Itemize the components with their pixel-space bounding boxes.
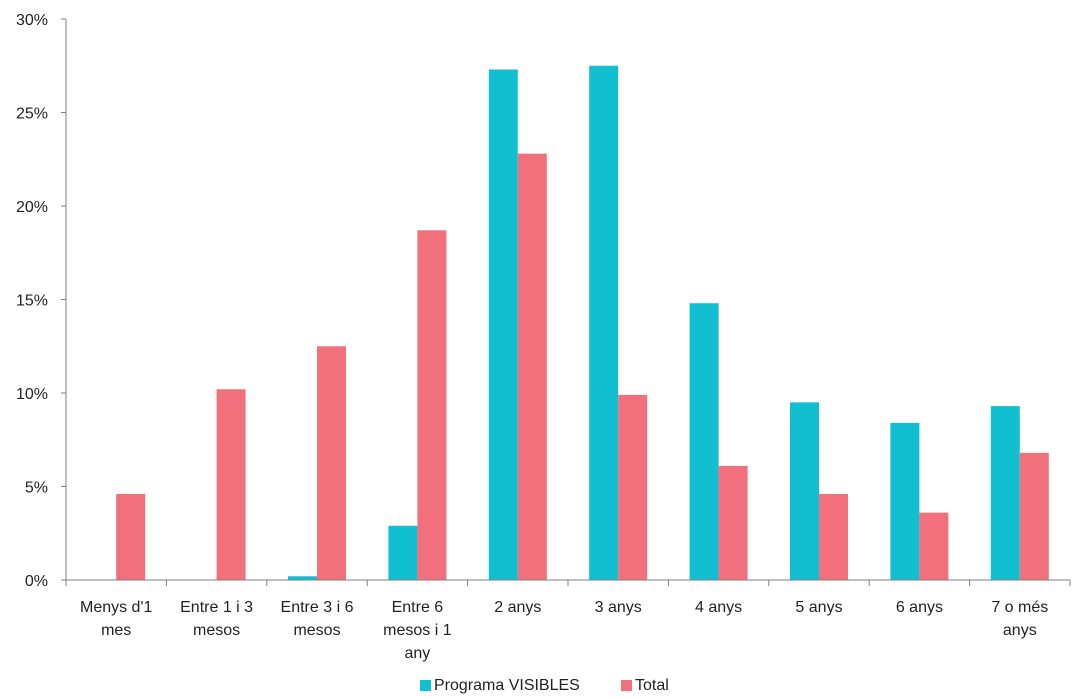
bar-visibles [890,422,920,580]
y-tick-label: 30% [16,12,48,29]
bar-visibles [990,406,1020,580]
bar-total [317,346,346,580]
legend-swatch-total [621,680,632,691]
x-tick-label: 5 anys [795,599,842,616]
bar-total [517,153,547,580]
y-tick-label: 20% [16,199,48,216]
x-tick-label: Entre 6 mesos i 1 any [383,599,452,662]
y-tick-label: 25% [16,106,48,123]
y-tick-label: 5% [25,480,48,497]
y-axis: 0% 5% 10% 15% 20% 25% 30% [16,12,67,590]
y-tick-label: 10% [16,386,48,403]
bar-total [718,465,748,580]
bar-total [618,394,648,580]
bar-visibles [689,303,719,580]
bar-total [819,493,848,580]
legend: Programa VISIBLES Total [420,677,669,694]
bar-visibles [790,402,819,580]
y-tick-label: 15% [16,293,48,310]
bar-visibles [589,65,619,580]
x-tick-label: 6 anys [896,599,943,616]
bar-visibles [288,576,317,580]
bar-total [216,389,246,580]
x-tick-label: Entre 1 i 3 mesos [180,599,253,639]
bars-group [116,65,1049,581]
bar-total [1019,452,1049,580]
x-tick-label: Entre 3 i 6 mesos [281,599,354,639]
legend-label-visibles: Programa VISIBLES [434,677,580,694]
y-tick-label: 0% [25,573,48,590]
bar-visibles [488,69,518,581]
x-tick-label: 7 o més anys [991,599,1048,639]
x-tick-label: 2 anys [494,599,541,616]
legend-swatch-visibles [420,680,431,691]
bar-total [417,230,447,580]
bar-total [116,493,146,580]
x-tick-label: Menys d'1 mes [80,599,153,639]
legend-label-total: Total [635,677,669,694]
bar-total [919,512,949,580]
bar-visibles [388,525,418,580]
x-tick-label: 4 anys [695,599,742,616]
x-tick-label: 3 anys [595,599,642,616]
